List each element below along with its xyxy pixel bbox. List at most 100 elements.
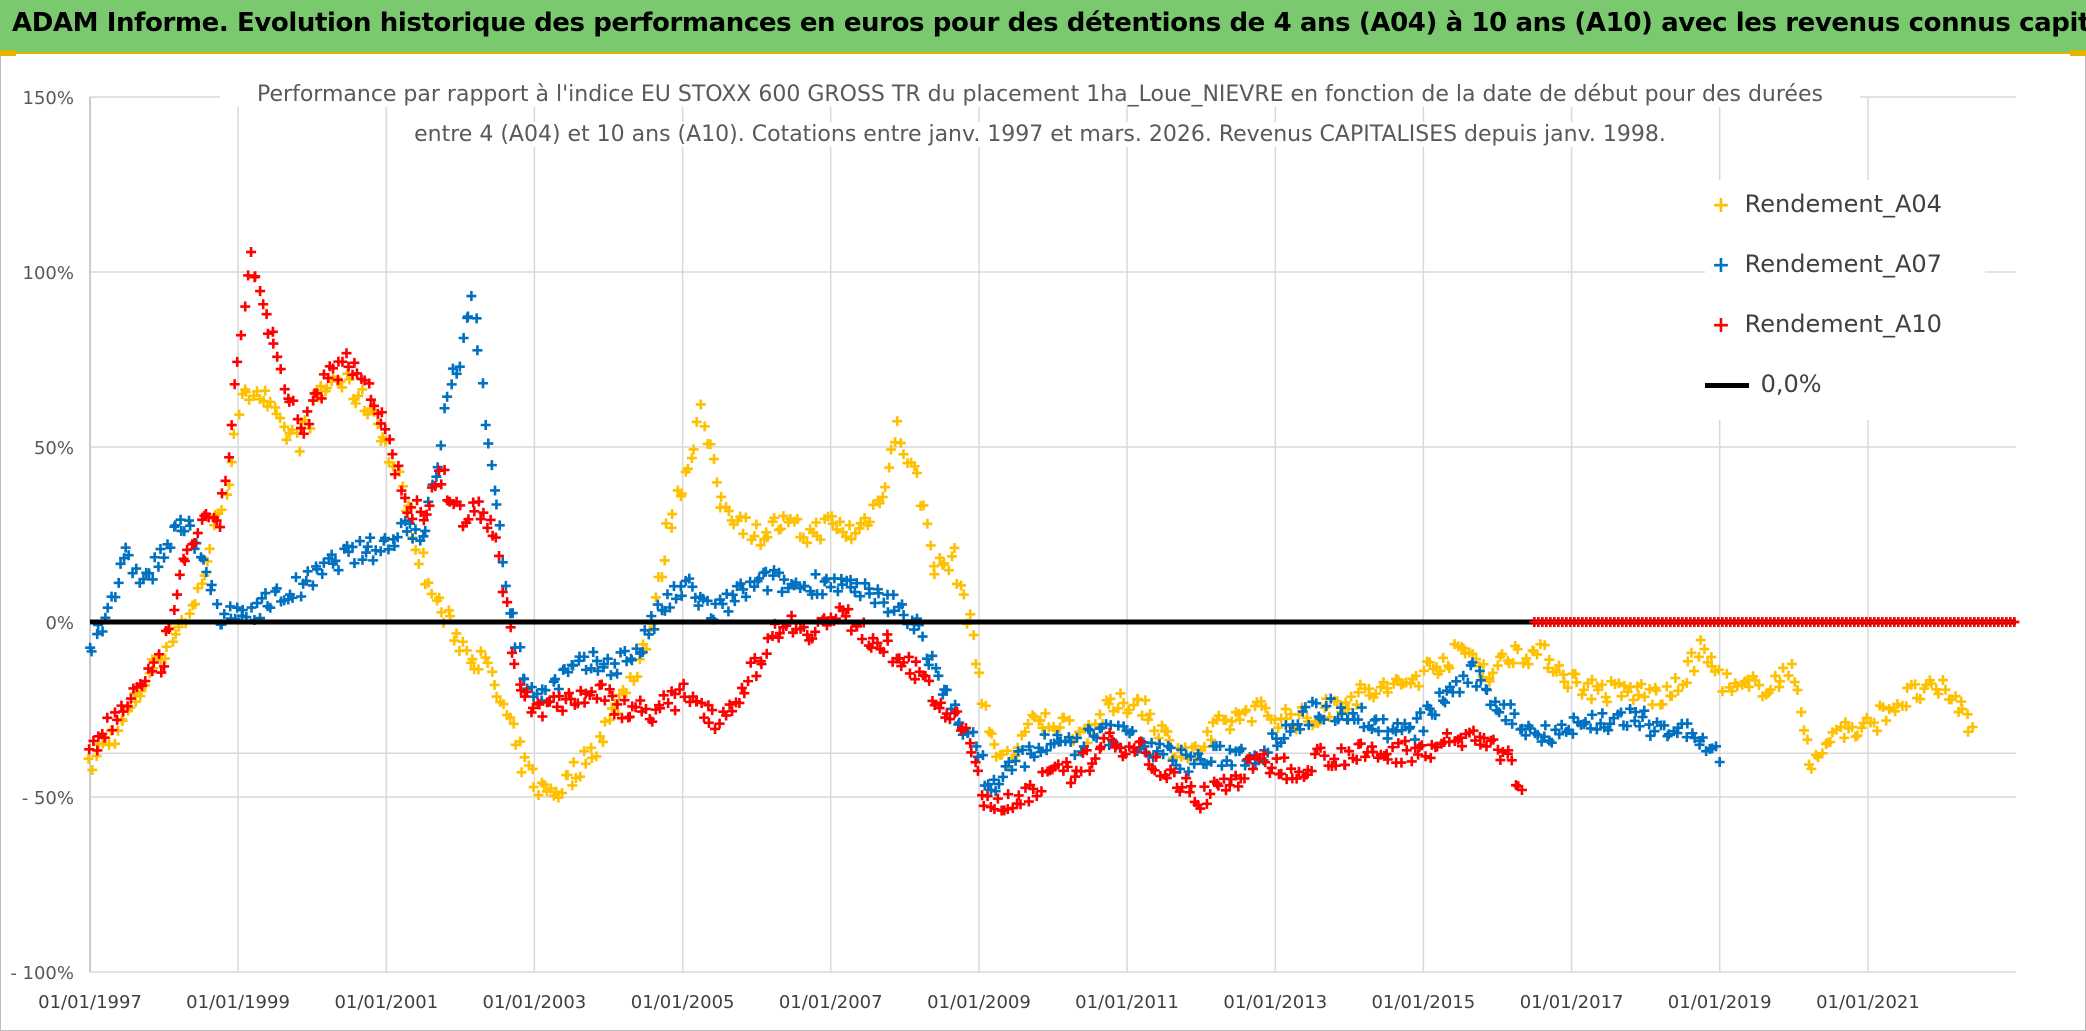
data-point [505,712,516,723]
data-point [846,534,857,545]
data-point [1435,666,1446,677]
data-point [844,520,855,531]
data-point [491,691,502,702]
data-point [972,751,983,762]
data-point [1744,681,1755,692]
data-point [1169,767,1180,778]
data-point [714,718,725,729]
data-point [1416,740,1427,751]
data-point [236,330,247,341]
data-point [724,699,735,710]
data-point [815,534,826,545]
data-point [1567,728,1578,739]
data-point [1600,692,1611,703]
data-point [1010,755,1021,766]
data-point [1799,725,1809,736]
data-point [579,697,590,708]
data-point [1877,702,1888,713]
data-point [413,559,424,570]
data-point [986,728,997,739]
data-point [664,602,675,613]
data-point [1107,734,1118,745]
legend-label-a07: Rendement_A07 [1744,250,1942,278]
data-point [1382,687,1393,698]
data-point [1681,677,1692,688]
data-point [376,407,387,418]
data-point [1442,728,1452,739]
data-point [1507,718,1518,729]
data-point [1199,741,1210,752]
data-point [1346,691,1357,702]
data-point [1165,742,1176,753]
data-point [743,676,754,687]
data-point [198,554,209,565]
data-point [279,421,290,432]
data-point [1353,687,1364,698]
data-point [480,652,491,663]
data-point [1901,701,1912,712]
data-point [1456,741,1467,752]
data-point [676,488,687,499]
data-point [1139,741,1150,752]
data-point [1546,737,1557,748]
data-point [92,745,103,756]
data-point [1094,709,1105,720]
data-point [161,641,172,652]
data-point [457,636,468,647]
data-point [1370,688,1381,699]
data-point [83,753,94,764]
data-point [1892,699,1903,710]
data-point [952,706,963,717]
data-point [454,361,465,372]
data-point [1329,753,1340,764]
data-point [1115,742,1126,753]
data-point [1205,788,1216,799]
data-point [1318,714,1329,725]
data-point [516,767,527,778]
data-point [944,714,955,725]
data-point [1387,742,1398,753]
data-point [551,786,562,797]
data-point [1040,708,1051,719]
data-point [869,598,880,609]
data-point [846,625,857,636]
data-point [255,286,266,297]
data-point [1295,724,1306,735]
data-point [260,588,271,599]
data-point [1225,724,1236,735]
data-point [229,379,240,390]
data-point [562,770,573,781]
legend-label-a10: Rendement_A10 [1744,310,1942,338]
data-point [762,532,773,543]
data-point [462,311,473,322]
data-point [350,398,361,409]
data-point [1630,707,1641,718]
data-point [1104,727,1115,738]
data-point [661,518,672,529]
data-point [1226,716,1237,727]
data-point [1806,763,1817,774]
data-point [99,732,110,743]
data-point [1532,649,1543,660]
data-point [149,552,160,563]
data-point [1615,707,1626,718]
data-point [971,741,982,752]
data-point [144,568,155,579]
data-point [326,549,337,560]
data-point [1915,694,1926,705]
data-point [710,723,721,734]
data-point [279,384,290,395]
series-rendement_a04 [83,368,1978,803]
data-point [1554,729,1565,740]
data-point [878,646,889,657]
data-point [1339,759,1350,770]
data-point [1006,764,1017,775]
data-point [943,565,954,576]
data-point [734,697,745,708]
data-point [497,557,508,568]
data-point [941,684,952,695]
data-point [415,506,426,517]
data-point [637,647,648,658]
data-point [1706,661,1717,672]
